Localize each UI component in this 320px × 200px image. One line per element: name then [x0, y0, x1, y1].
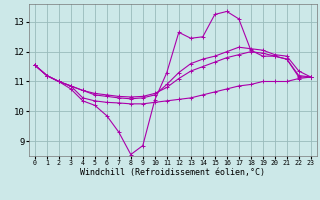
X-axis label: Windchill (Refroidissement éolien,°C): Windchill (Refroidissement éolien,°C): [80, 168, 265, 177]
